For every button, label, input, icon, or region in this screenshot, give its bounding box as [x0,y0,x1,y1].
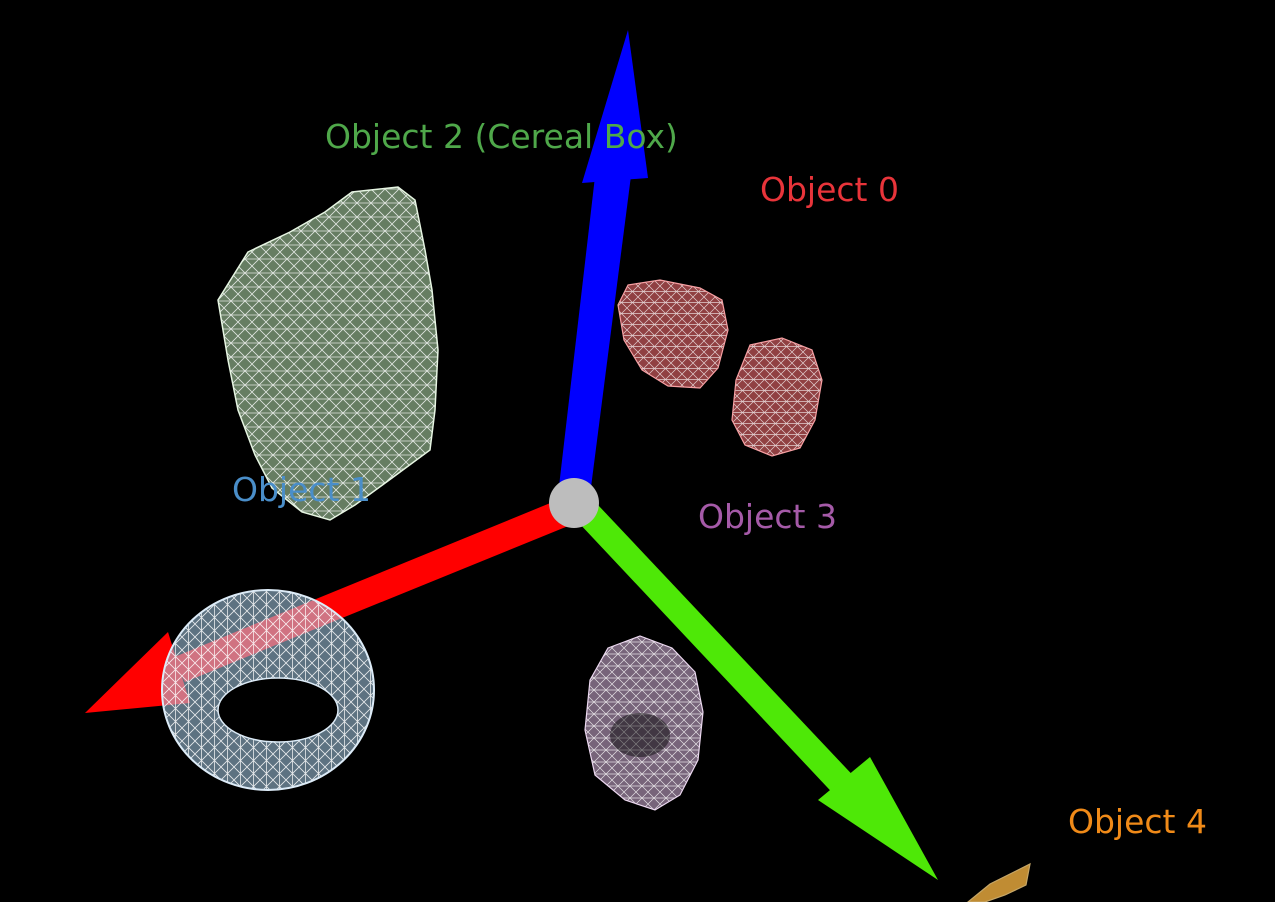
object-0-blob-2-wireframe [731,337,823,457]
object-4-mesh[interactable] [967,862,1031,902]
object-3-mesh[interactable] [584,635,704,811]
object-1-label: Object 1 [232,470,371,509]
y-axis-shaft [578,505,862,803]
object-2-mesh[interactable] [217,186,439,521]
object-4-label: Object 4 [1068,802,1207,841]
object-2-wireframe [217,186,439,521]
object-1-hole [218,678,338,742]
y-axis-arrow [578,505,938,880]
object-1-hole-rim [217,677,339,743]
object-0-label: Object 0 [760,170,899,209]
origin-sphere [549,478,599,528]
object-2-label: Object 2 (Cereal Box) [325,117,678,156]
object-3-label: Object 3 [698,497,837,536]
object-3-cavity [610,713,670,757]
object-3-wireframe [584,635,704,811]
object-0-blob-1-wireframe [617,279,729,389]
z-axis-arrow [558,30,648,495]
z-axis-shaft [558,168,632,495]
object-1-mesh[interactable] [161,589,375,791]
object-0-mesh[interactable] [617,279,823,457]
y-axis-head [818,757,938,880]
z-axis-head [582,30,648,183]
object-4-fragment [967,862,1031,902]
